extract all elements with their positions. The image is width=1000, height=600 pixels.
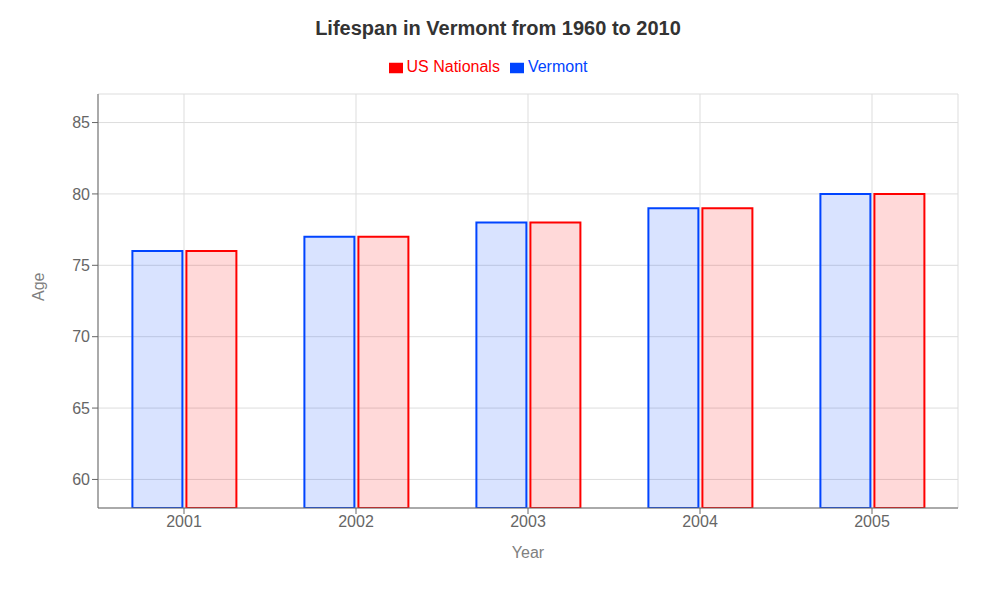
svg-text:75: 75 bbox=[72, 257, 90, 274]
svg-text:2003: 2003 bbox=[510, 513, 546, 530]
svg-text:80: 80 bbox=[72, 186, 90, 203]
html-text:Lifespan in Vermont from 1960: Lifespan in Vermont from 1960 to 2010 bbox=[315, 17, 681, 39]
svg-text:65: 65 bbox=[72, 400, 90, 417]
svg-text:Age: Age bbox=[30, 272, 47, 301]
svg-text:70: 70 bbox=[72, 328, 90, 345]
svg-text:60: 60 bbox=[72, 471, 90, 488]
html-text:US Nationals: US Nationals bbox=[406, 58, 500, 75]
html-text:Vermont: Vermont bbox=[527, 58, 588, 75]
svg-text:2001: 2001 bbox=[166, 513, 202, 530]
svg-text:2005: 2005 bbox=[854, 513, 890, 530]
svg-text:85: 85 bbox=[72, 114, 90, 131]
svg-text:2002: 2002 bbox=[338, 513, 374, 530]
svg-text:Year: Year bbox=[512, 544, 545, 561]
svg-text:2004: 2004 bbox=[682, 513, 718, 530]
